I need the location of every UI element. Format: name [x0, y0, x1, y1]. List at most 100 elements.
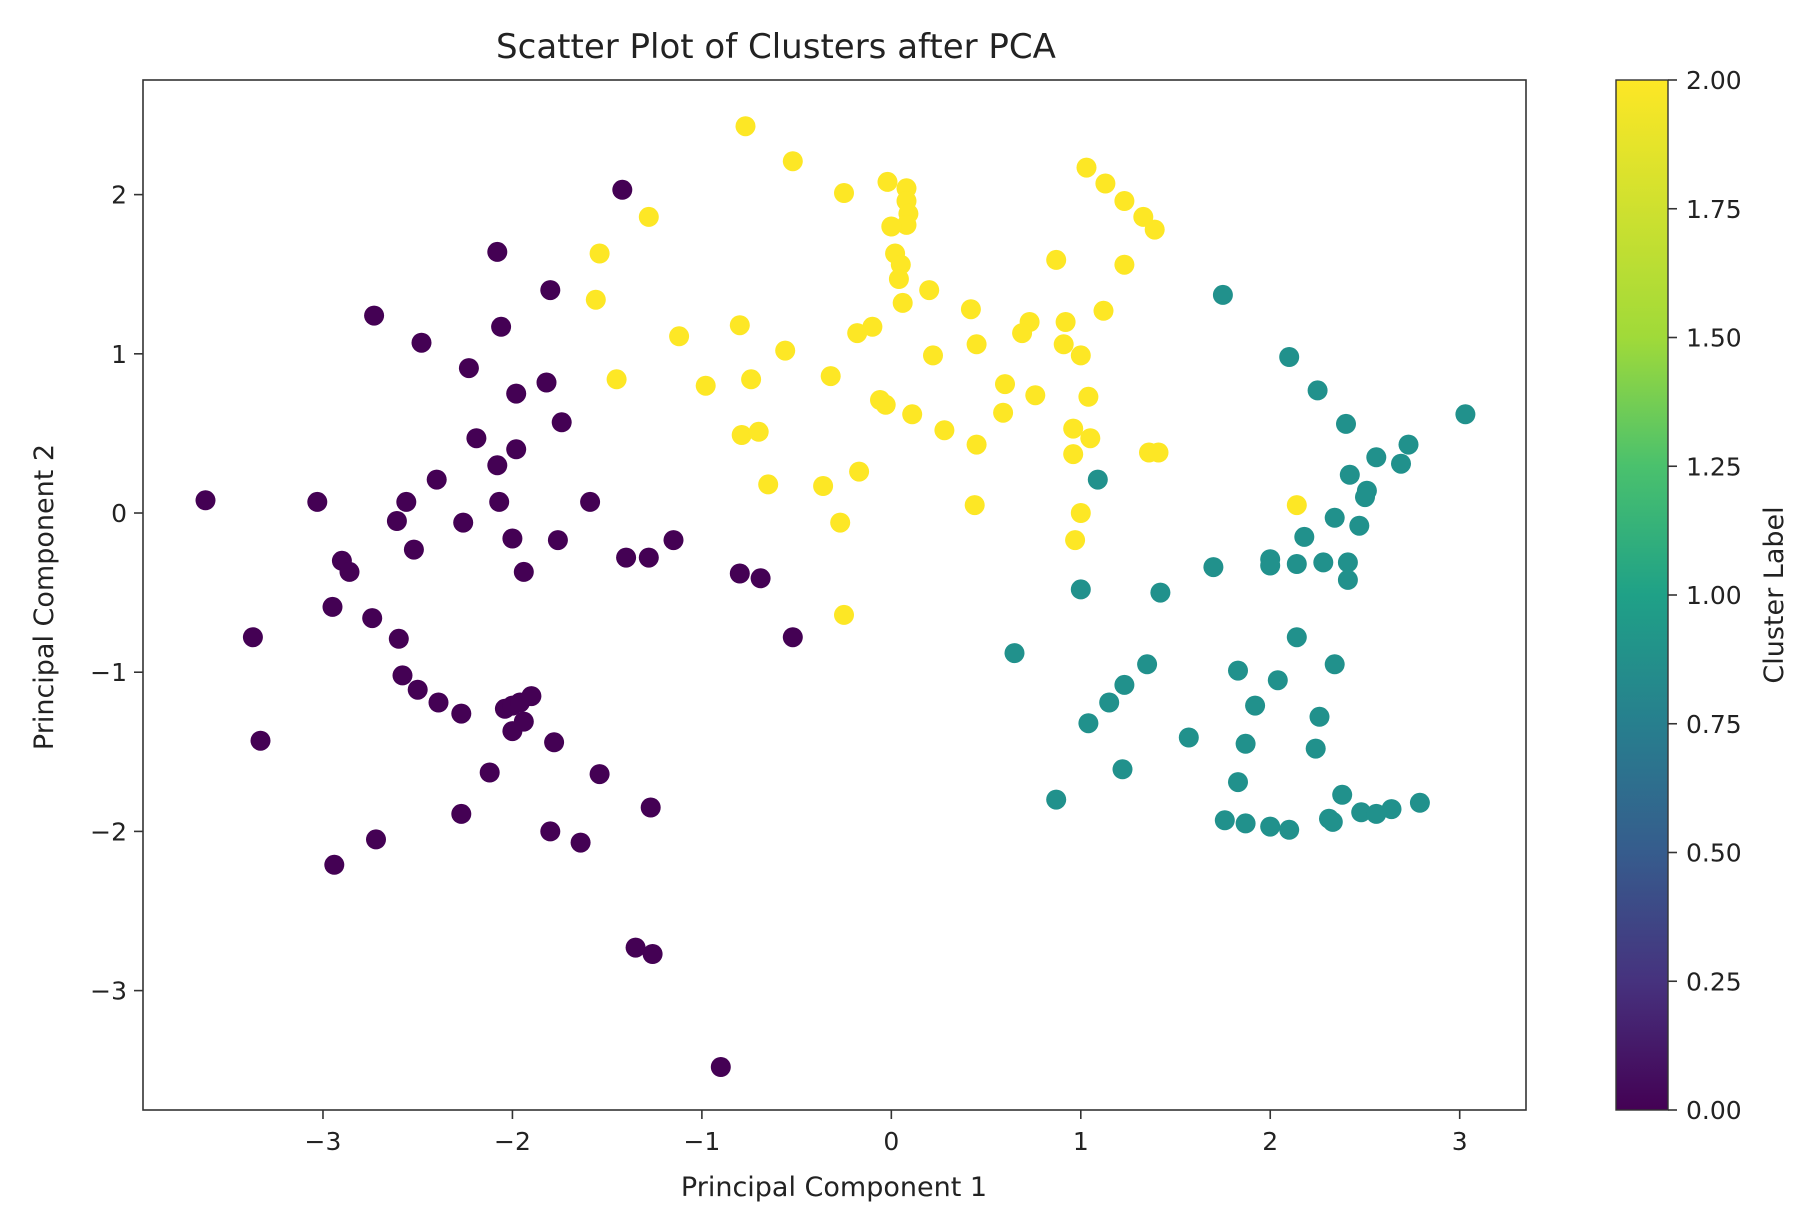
x-tick-label: −1	[683, 1127, 720, 1156]
data-point-cluster-0	[324, 854, 345, 875]
data-point-cluster-1	[1150, 582, 1171, 603]
data-point-cluster-1	[1087, 469, 1108, 490]
y-tick-label: 0	[111, 499, 127, 528]
data-point-cluster-0	[491, 316, 512, 337]
data-point-cluster-0	[307, 491, 328, 512]
data-point-cluster-2	[589, 243, 610, 264]
data-point-cluster-1	[1309, 706, 1330, 727]
data-point-cluster-2	[964, 495, 985, 516]
data-point-cluster-2	[993, 402, 1014, 423]
y-tick-label: −3	[90, 977, 127, 1006]
data-point-cluster-0	[589, 764, 610, 785]
data-point-cluster-1	[1455, 404, 1476, 425]
x-tick-label: 0	[883, 1127, 899, 1156]
data-point-cluster-0	[513, 711, 534, 732]
colorbar-tick-label: 1.75	[1686, 195, 1742, 224]
data-point-cluster-2	[1055, 312, 1076, 332]
data-point-cluster-2	[1070, 345, 1091, 366]
data-point-cluster-0	[612, 179, 633, 200]
data-point-cluster-2	[995, 374, 1015, 395]
data-point-cluster-0	[782, 627, 803, 648]
data-point-cluster-2	[782, 151, 803, 172]
data-point-cluster-0	[250, 730, 271, 751]
data-point-cluster-2	[813, 476, 834, 496]
data-point-cluster-0	[458, 358, 479, 379]
data-point-cluster-2	[834, 183, 854, 203]
data-point-cluster-0	[487, 241, 508, 262]
data-point-cluster-0	[428, 692, 449, 713]
x-tick-label: −3	[305, 1127, 342, 1156]
data-point-cluster-2	[1053, 334, 1074, 355]
data-point-cluster-0	[487, 455, 508, 476]
data-point-cluster-2	[1046, 249, 1067, 270]
x-tick-label: 1	[1073, 1127, 1089, 1156]
data-point-cluster-2	[902, 404, 923, 425]
x-axis-label: Principal Component 1	[681, 1172, 987, 1203]
data-point-cluster-2	[1070, 503, 1091, 523]
data-point-cluster-2	[695, 375, 716, 396]
data-point-cluster-2	[741, 369, 762, 390]
data-point-cluster-1	[1398, 434, 1419, 455]
data-point-cluster-0	[479, 762, 500, 783]
data-point-cluster-0	[242, 627, 263, 648]
data-point-cluster-1	[1307, 380, 1328, 401]
x-axis-ticks: −3 −2 −1 0 1 2 3	[305, 1110, 1468, 1156]
colorbar-tick-label: 1.00	[1686, 581, 1742, 610]
data-point-cluster-0	[396, 491, 417, 512]
data-point-cluster-1	[1070, 579, 1091, 600]
data-point-cluster-2	[1114, 254, 1135, 275]
data-point-cluster-0	[513, 561, 534, 582]
data-point-cluster-2	[1093, 300, 1114, 321]
data-point-cluster-2	[892, 292, 913, 313]
data-point-cluster-1	[1212, 284, 1233, 305]
data-point-cluster-2	[919, 280, 940, 301]
data-point-cluster-0	[663, 530, 684, 551]
data-point-cluster-0	[544, 732, 565, 753]
data-point-cluster-2	[775, 340, 796, 361]
data-point-cluster-2	[758, 474, 779, 495]
data-point-cluster-0	[506, 383, 527, 404]
data-point-cluster-1	[1294, 526, 1315, 547]
data-point-cluster-2	[923, 345, 943, 366]
data-point-cluster-0	[466, 428, 487, 449]
data-point-cluster-1	[1078, 713, 1099, 734]
data-point-cluster-1	[1337, 552, 1358, 573]
data-point-cluster-1	[1391, 453, 1411, 474]
data-point-cluster-0	[388, 628, 409, 649]
data-point-cluster-0	[616, 547, 637, 568]
data-point-cluster-1	[1349, 515, 1370, 536]
data-point-cluster-2	[1012, 323, 1033, 344]
data-point-cluster-1	[1337, 569, 1358, 590]
data-point-cluster-2	[1063, 418, 1084, 439]
data-point-cluster-0	[322, 596, 343, 617]
colorbar-ticks: 0.00 0.25 0.50 0.75 1.00 1.25 1.50 1.75 2.00	[1668, 66, 1742, 1125]
data-point-cluster-2	[669, 326, 690, 347]
data-point-cluster-1	[1228, 772, 1248, 793]
data-point-cluster-1	[1336, 413, 1356, 434]
colorbar-tick-label: 1.50	[1686, 324, 1742, 353]
data-point-cluster-0	[710, 1057, 731, 1077]
data-point-cluster-0	[362, 608, 383, 629]
data-point-cluster-0	[366, 829, 386, 850]
data-point-cluster-0	[580, 491, 601, 512]
data-point-cluster-0	[489, 491, 510, 512]
data-point-cluster-1	[1279, 347, 1300, 367]
data-point-cluster-2	[1080, 428, 1101, 449]
colorbar-tick-label: 0.00	[1686, 1096, 1742, 1125]
data-point-cluster-0	[540, 280, 561, 301]
data-point-cluster-0	[403, 539, 424, 560]
data-point-cluster-1	[1279, 819, 1300, 840]
data-point-cluster-0	[638, 547, 659, 568]
data-point-cluster-1	[1355, 487, 1375, 508]
data-point-cluster-2	[748, 421, 769, 442]
data-point-cluster-2	[966, 334, 987, 355]
data-point-cluster-2	[834, 604, 854, 625]
data-point-cluster-0	[386, 511, 407, 531]
data-point-cluster-0	[407, 679, 428, 700]
data-point-cluster-2	[1144, 219, 1165, 240]
colorbar-tick-label: 1.25	[1686, 452, 1742, 481]
data-point-cluster-0	[451, 803, 472, 824]
data-point-cluster-0	[536, 372, 557, 393]
data-point-cluster-2	[896, 214, 917, 235]
